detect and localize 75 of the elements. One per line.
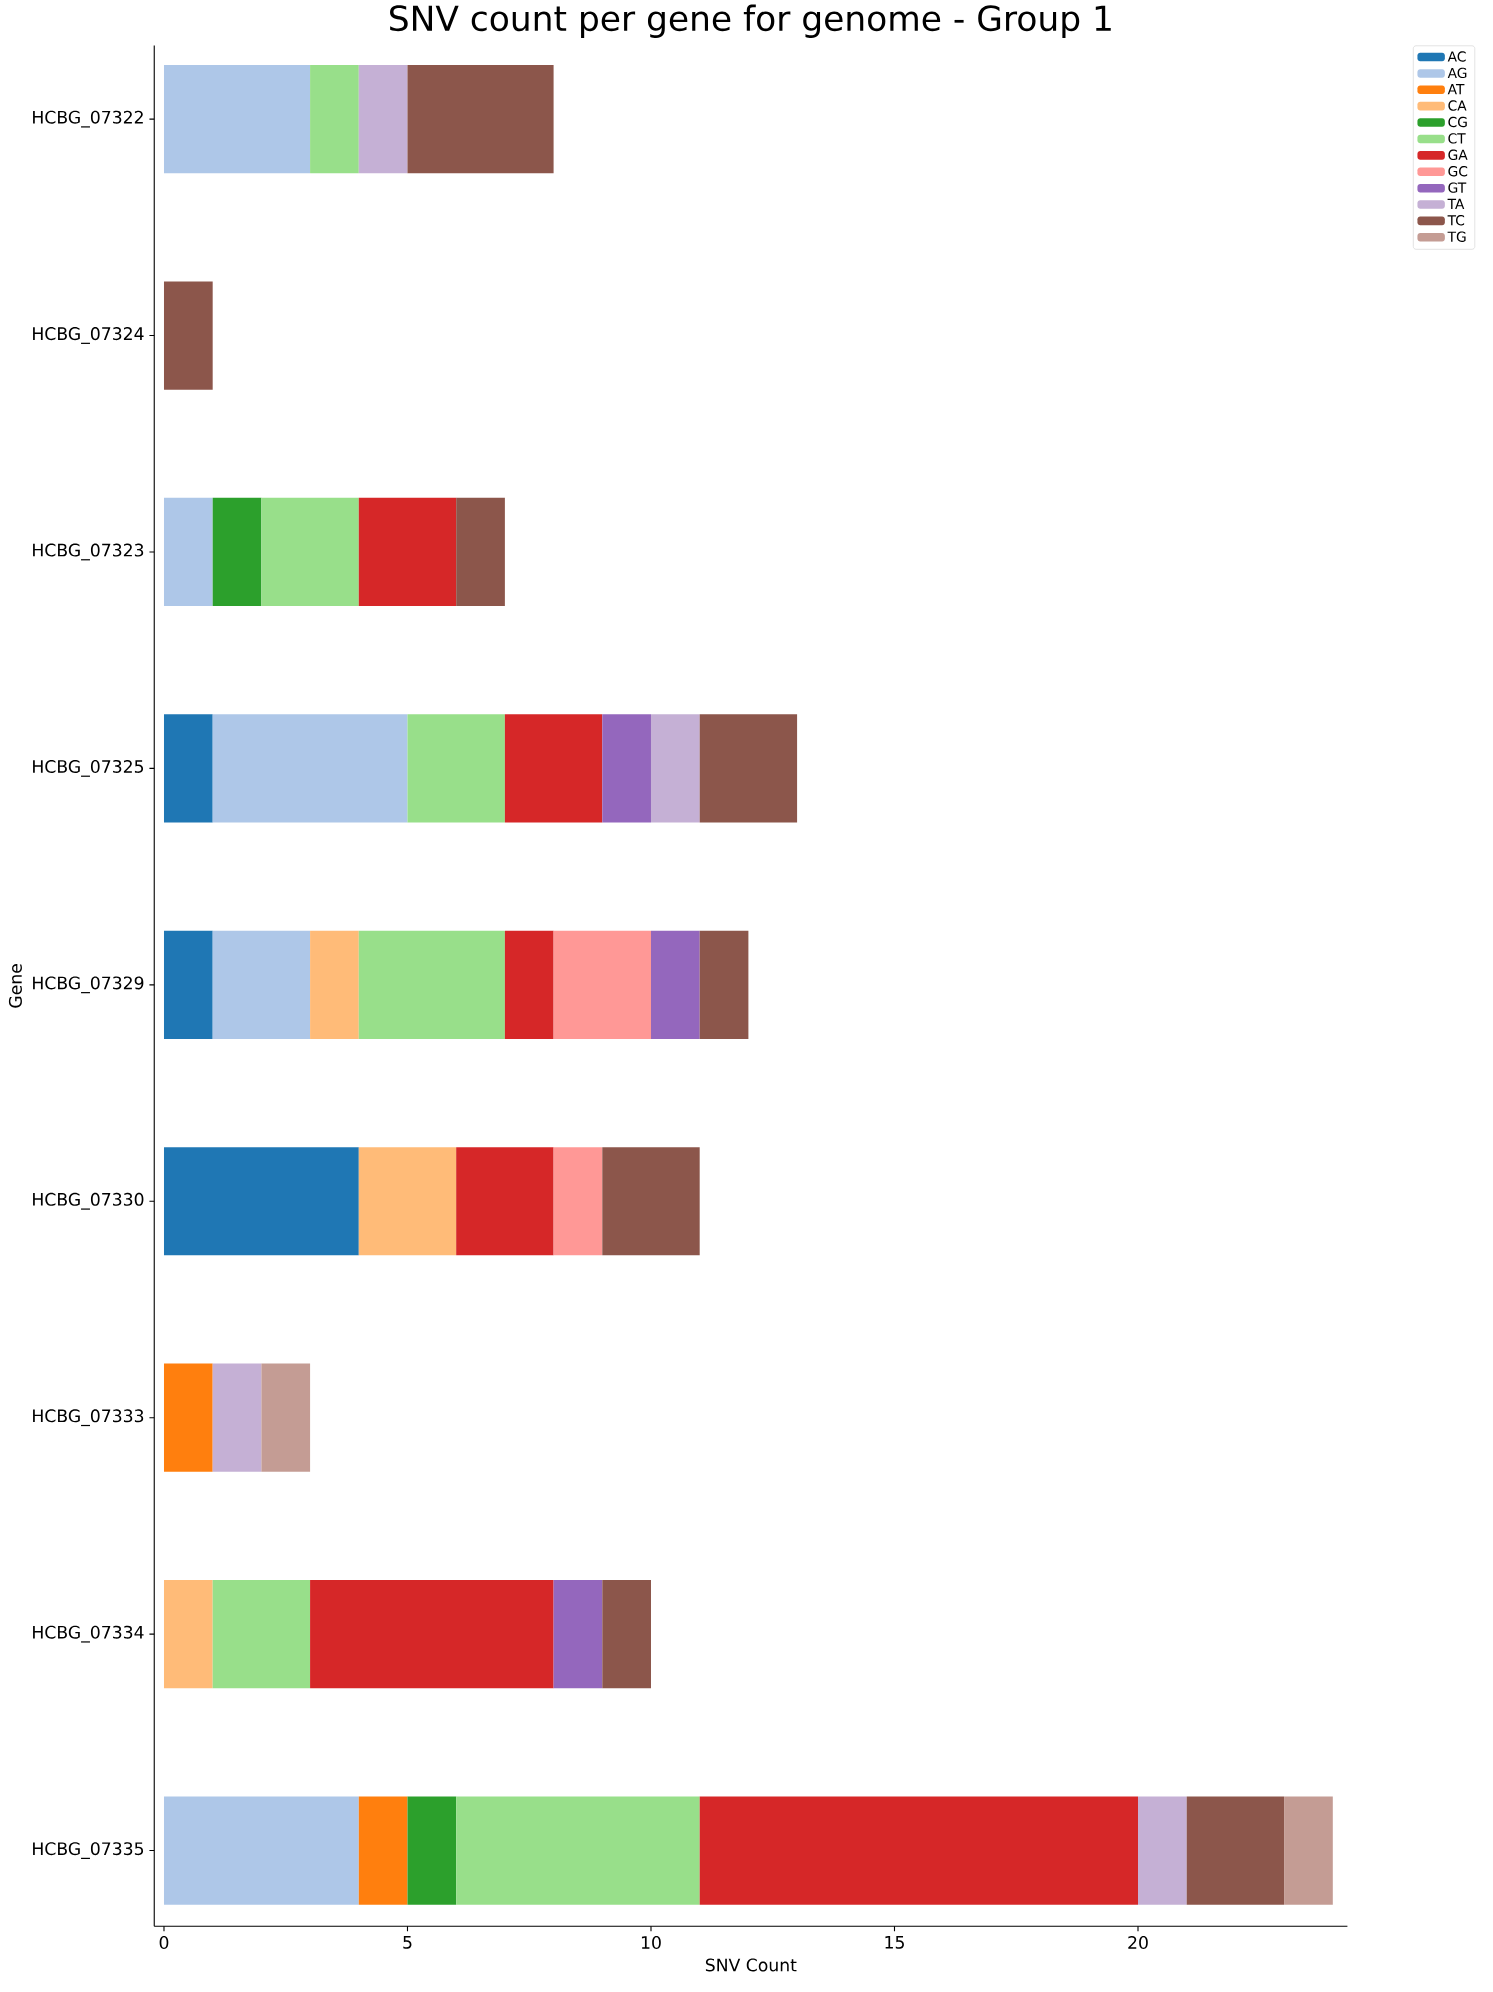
bar	[699, 1796, 1139, 1905]
bar	[261, 497, 359, 607]
bar	[164, 281, 213, 390]
bar	[553, 1580, 603, 1689]
x-tick-label: 20	[1128, 1935, 1148, 1950]
bar	[602, 714, 652, 823]
bar	[699, 930, 749, 1039]
bar	[407, 1796, 457, 1905]
bar	[212, 497, 262, 607]
legend-label: TG	[1447, 231, 1466, 242]
bar	[164, 64, 311, 174]
bar	[358, 1796, 408, 1905]
x-tick-label: 0	[159, 1935, 169, 1950]
y-tick-label: HCBG_07323	[33, 543, 144, 561]
bar	[602, 1580, 652, 1689]
legend-label: CG	[1448, 116, 1467, 128]
bar	[407, 64, 554, 174]
bar	[310, 1580, 554, 1689]
bar	[1284, 1796, 1333, 1905]
legend-label: AT	[1447, 84, 1465, 95]
bar	[164, 930, 213, 1039]
x-axis-title: SNV Count	[706, 1958, 797, 1972]
y-tick-label: HCBG_07325	[33, 759, 144, 777]
bar	[602, 1147, 700, 1256]
bar	[164, 1147, 359, 1256]
y-tick-label: HCBG_07324	[33, 327, 144, 344]
legend-label: TA	[1447, 198, 1465, 209]
y-tick-label: HCBG_07329	[33, 976, 144, 994]
bar	[358, 497, 457, 607]
bar	[164, 1580, 213, 1689]
y-tick-label: HCBG_07330	[33, 1192, 144, 1210]
x-tick-label: 10	[642, 1935, 661, 1950]
bar	[456, 1796, 700, 1905]
y-tick-label: HCBG_07335	[33, 1842, 144, 1859]
bar	[407, 714, 506, 823]
bar	[651, 714, 700, 823]
y-axis-title: Gene	[9, 964, 23, 1008]
bar	[651, 930, 700, 1039]
bar	[456, 497, 506, 607]
legend-label: TC	[1447, 215, 1465, 226]
legend-label: GT	[1448, 182, 1467, 193]
bar	[1138, 1796, 1187, 1905]
bar	[456, 1147, 554, 1256]
bar	[212, 930, 311, 1039]
bar	[358, 64, 408, 174]
legend-label: CA	[1448, 100, 1467, 111]
bar	[1186, 1796, 1285, 1905]
bar	[310, 930, 359, 1039]
legend-label: AG	[1447, 67, 1467, 79]
bar	[699, 714, 798, 823]
legend-label: GA	[1448, 149, 1468, 161]
bar	[212, 1363, 262, 1472]
bar	[164, 714, 213, 823]
bar	[164, 1363, 213, 1472]
y-tick-label: HCBG_07333	[33, 1409, 144, 1427]
y-tick-label: HCBG_07334	[33, 1625, 144, 1643]
bar	[212, 714, 408, 823]
legend-label: CT	[1448, 133, 1466, 144]
bar	[164, 497, 213, 607]
bar	[261, 1363, 311, 1472]
legend-label: AC	[1447, 51, 1466, 62]
bar	[553, 930, 652, 1039]
x-tick-label: 15	[885, 1936, 905, 1949]
legend-label: GC	[1448, 166, 1468, 177]
chart-title: SNV count per gene for genome - Group 1	[390, 4, 1111, 38]
bar	[358, 930, 506, 1039]
bar	[164, 1796, 359, 1905]
bar	[358, 1147, 457, 1256]
y-tick-label: HCBG_07322	[33, 110, 143, 128]
bar	[212, 1580, 311, 1689]
x-tick-label: 5	[403, 1936, 412, 1949]
bar	[553, 1147, 603, 1256]
bar	[505, 714, 603, 823]
bar	[310, 64, 359, 174]
bar	[505, 930, 554, 1039]
